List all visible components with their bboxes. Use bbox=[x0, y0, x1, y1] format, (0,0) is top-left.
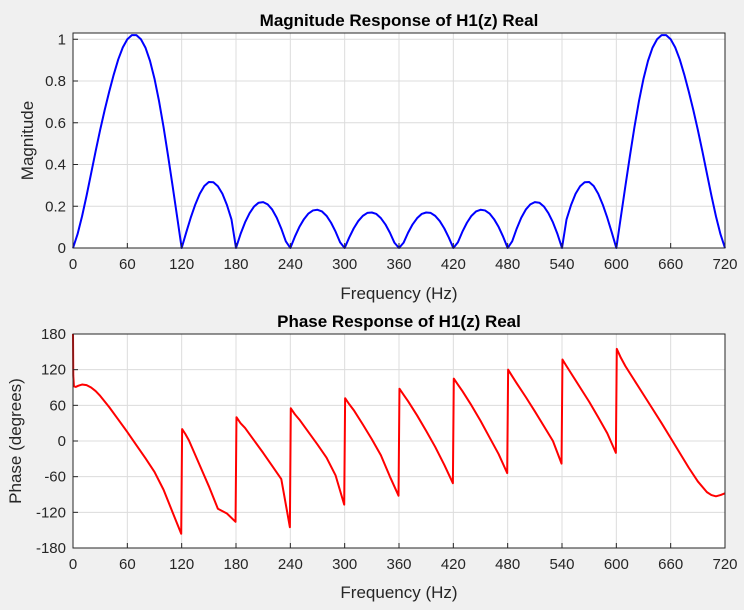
phase-y-axis-label: Phase (degrees) bbox=[6, 378, 25, 504]
magnitude-axes: 0 60 120 180 240 300 360 420 480 540 600 660 720 0 0.2… bbox=[18, 11, 738, 303]
magnitude-x-tick-label: 300 bbox=[332, 256, 357, 273]
phase-y-tick-label: 180 bbox=[41, 326, 66, 343]
magnitude-x-axis-label: Frequency (Hz) bbox=[340, 284, 457, 303]
phase-x-tick-label: 360 bbox=[386, 556, 411, 573]
magnitude-x-tick-label: 540 bbox=[549, 256, 574, 273]
phase-y-tick-label: -60 bbox=[44, 469, 66, 486]
phase-y-tick-label: -120 bbox=[36, 504, 66, 521]
magnitude-y-axis-label: Magnitude bbox=[18, 101, 37, 180]
magnitude-x-tick-label: 120 bbox=[169, 256, 194, 273]
phase-x-axis-label: Frequency (Hz) bbox=[340, 583, 457, 602]
magnitude-y-tick-label: 0.4 bbox=[45, 157, 66, 174]
magnitude-x-tick-label: 720 bbox=[712, 256, 737, 273]
magnitude-y-tick-label: 1 bbox=[58, 31, 66, 48]
phase-x-tick-label: 660 bbox=[658, 556, 683, 573]
phase-axes: 0 60 120 180 240 300 360 420 480 540 600 660 720-180… bbox=[6, 312, 738, 602]
phase-x-tick-label: 60 bbox=[119, 556, 136, 573]
magnitude-x-tick-label: 360 bbox=[386, 256, 411, 273]
phase-chart-title: Phase Response of H1(z) Real bbox=[277, 312, 521, 331]
phase-x-tick-label: 180 bbox=[223, 556, 248, 573]
magnitude-y-tick-label: 0.6 bbox=[45, 115, 66, 132]
magnitude-x-tick-label: 240 bbox=[278, 256, 303, 273]
magnitude-chart-title: Magnitude Response of H1(z) Real bbox=[260, 11, 539, 30]
magnitude-x-tick-label: 420 bbox=[441, 256, 466, 273]
phase-y-tick-label: 60 bbox=[49, 397, 66, 414]
phase-x-tick-label: 720 bbox=[712, 556, 737, 573]
magnitude-y-tick-label: 0.2 bbox=[45, 198, 66, 215]
phase-x-tick-label: 300 bbox=[332, 556, 357, 573]
magnitude-y-tick-label: 0.8 bbox=[45, 73, 66, 90]
magnitude-x-tick-label: 180 bbox=[223, 256, 248, 273]
phase-y-tick-label: 0 bbox=[58, 433, 66, 450]
phase-x-tick-label: 0 bbox=[69, 556, 77, 573]
phase-x-tick-label: 240 bbox=[278, 556, 303, 573]
magnitude-x-tick-label: 660 bbox=[658, 256, 683, 273]
phase-x-tick-label: 420 bbox=[441, 556, 466, 573]
phase-x-tick-label: 540 bbox=[549, 556, 574, 573]
phase-x-tick-label: 480 bbox=[495, 556, 520, 573]
phase-x-tick-label: 120 bbox=[169, 556, 194, 573]
magnitude-x-tick-label: 60 bbox=[119, 256, 136, 273]
magnitude-x-tick-label: 600 bbox=[604, 256, 629, 273]
magnitude-x-tick-label: 0 bbox=[69, 256, 77, 273]
magnitude-y-tick-label: 0 bbox=[58, 240, 66, 257]
phase-y-tick-label: -180 bbox=[36, 540, 66, 557]
phase-x-tick-label: 600 bbox=[604, 556, 629, 573]
phase-y-tick-label: 120 bbox=[41, 362, 66, 379]
magnitude-x-tick-label: 480 bbox=[495, 256, 520, 273]
